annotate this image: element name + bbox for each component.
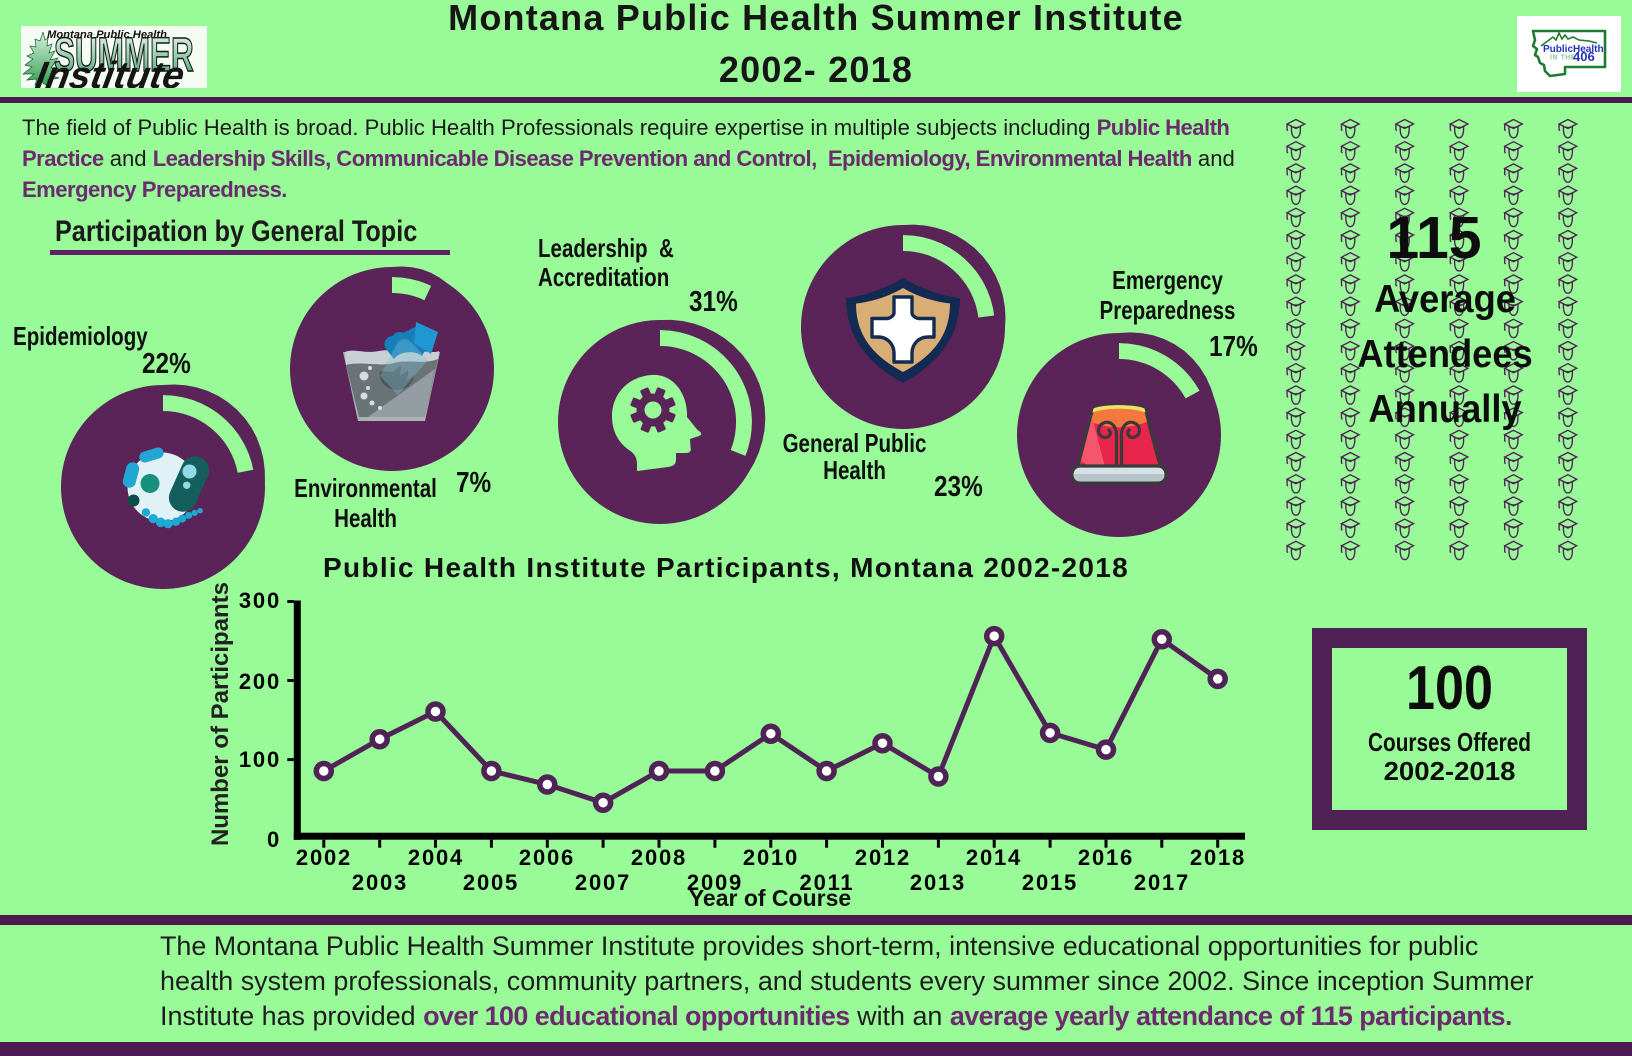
- svg-text:406: 406: [1573, 49, 1595, 64]
- svg-text:PublicHealth: PublicHealth: [1543, 44, 1604, 55]
- svg-text:IN THE: IN THE: [1550, 55, 1576, 62]
